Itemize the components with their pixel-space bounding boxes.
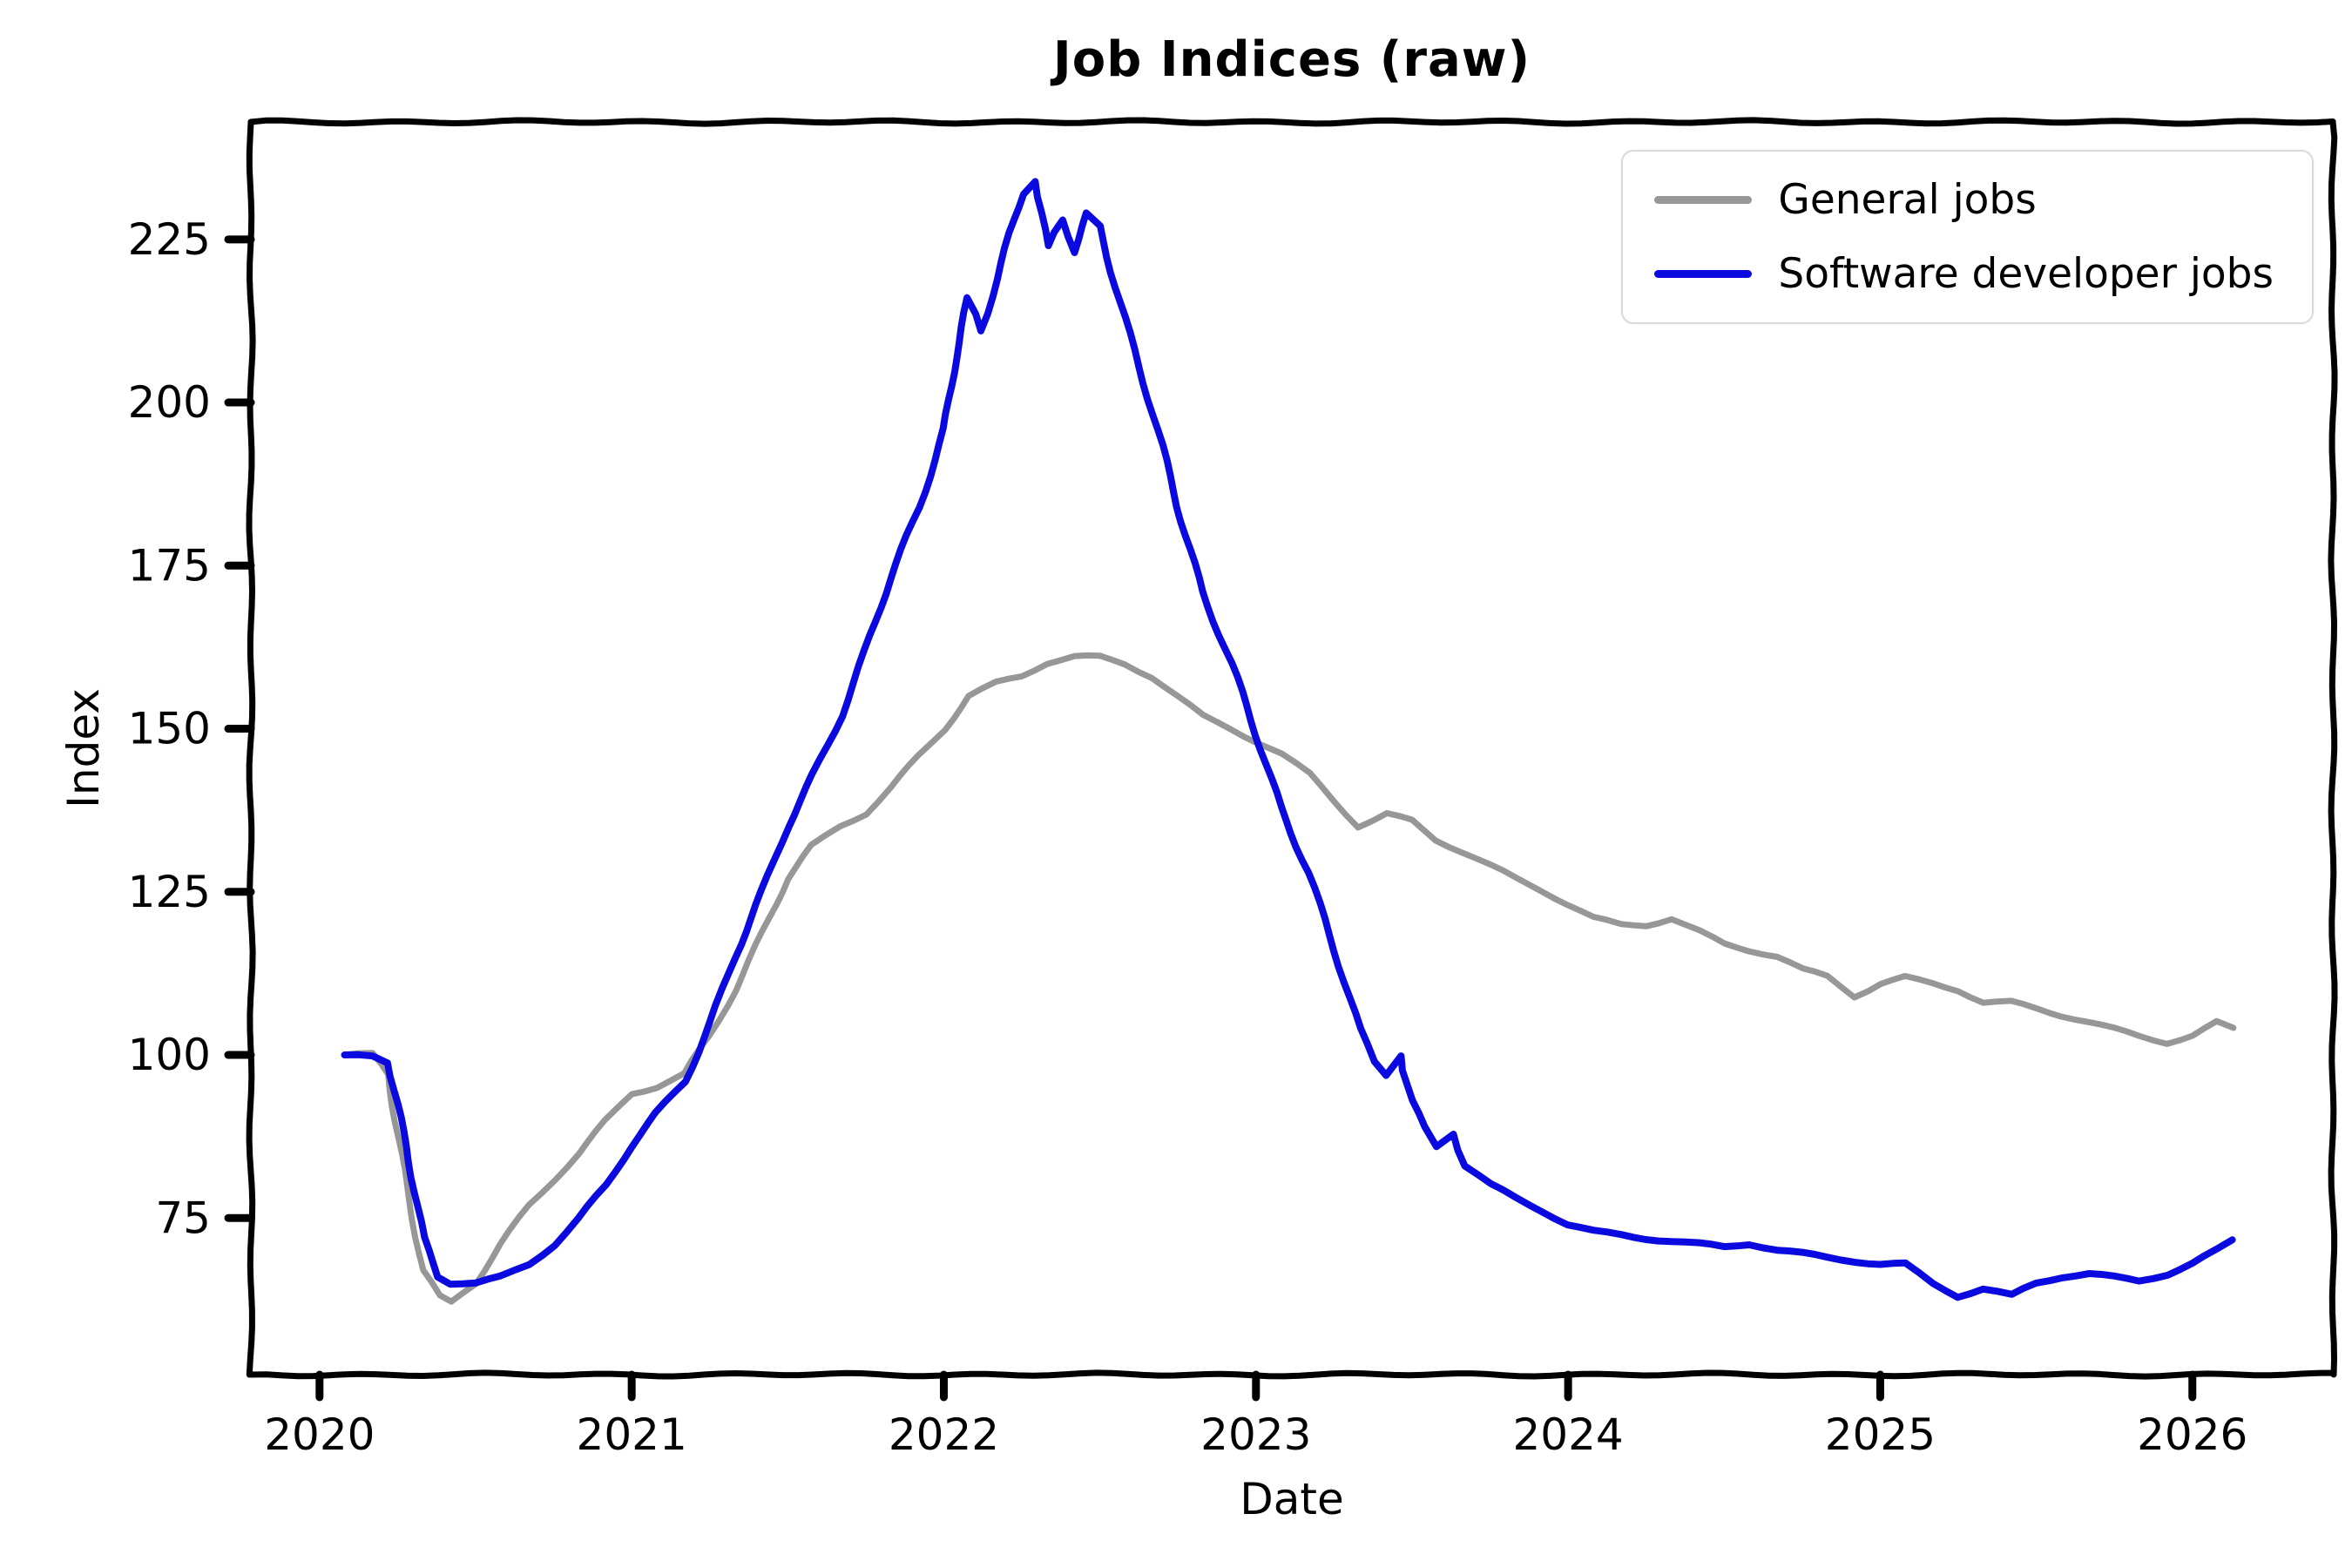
frame-top	[247, 117, 2336, 127]
y-tick-label: 175	[128, 540, 211, 591]
legend-item-software-developer-jobs: Software developer jobs	[1654, 250, 2274, 298]
x-axis	[247, 1369, 2336, 1380]
frame-right	[2328, 118, 2338, 1378]
chart-title: Job Indices (raw)	[1052, 31, 1531, 88]
y-tick-label: 100	[128, 1030, 211, 1080]
legend-swatch-software-developer-jobs	[1654, 270, 1753, 278]
y-tick-label: 75	[155, 1193, 211, 1243]
y-tick-label: 200	[128, 377, 211, 428]
x-tick-label: 2023	[1200, 1409, 1311, 1460]
x-tick-label: 2025	[1825, 1409, 1936, 1460]
x-tick-label: 2021	[577, 1409, 687, 1460]
x-tick-label: 2026	[2137, 1409, 2247, 1460]
legend-swatch-general-jobs	[1654, 196, 1753, 204]
legend-label-general-jobs: General jobs	[1778, 176, 2037, 224]
legend: General jobs Software developer jobs	[1621, 150, 2314, 324]
legend-item-general-jobs: General jobs	[1654, 176, 2274, 224]
y-tick-label: 225	[128, 214, 211, 265]
series-line-0	[341, 652, 2237, 1305]
y-tick-label: 150	[128, 704, 211, 754]
series-line-1	[341, 178, 2236, 1301]
y-axis	[246, 118, 256, 1378]
legend-label-software-developer-jobs: Software developer jobs	[1778, 250, 2274, 298]
x-tick-label: 2024	[1512, 1409, 1623, 1460]
y-tick-label: 125	[128, 867, 211, 917]
x-tick-label: 2020	[264, 1409, 375, 1460]
x-axis-label: Date	[1240, 1474, 1344, 1524]
x-tick-label: 2022	[889, 1409, 999, 1460]
